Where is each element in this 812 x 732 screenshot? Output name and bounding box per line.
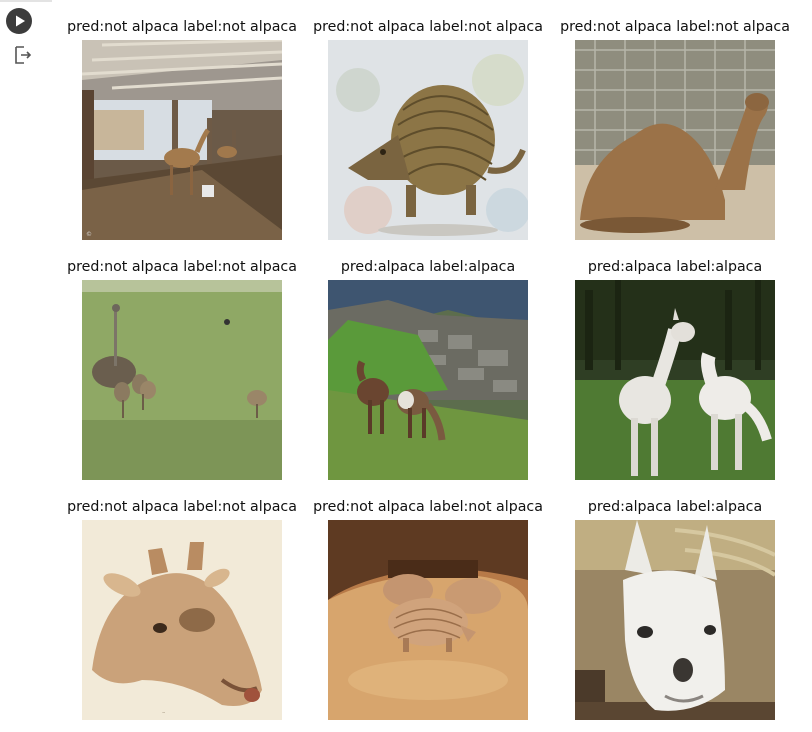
ostriches-image [82, 280, 282, 480]
image-caption: pred:not alpaca label:not alpaca [313, 19, 543, 35]
image-caption: pred:not alpaca label:not alpaca [67, 19, 297, 35]
camel-resting-image [575, 40, 775, 240]
white-alpacas-image [575, 280, 775, 480]
grid-cell: pred:not alpaca label:not alpaca [58, 258, 306, 482]
camel-barn-image: © [82, 40, 282, 240]
grid-cell: pred:not alpaca label:not alpaca [304, 498, 552, 722]
grid-cell: pred:not alpaca label:not alpaca [58, 18, 306, 242]
svg-text:~: ~ [162, 710, 165, 715]
grid-cell: pred:alpaca label:alpaca [304, 258, 552, 482]
grid-cell: pred:alpaca label:alpaca [551, 258, 799, 482]
grid-cell: pred:not alpaca label:not alpaca ~ [58, 498, 306, 722]
run-cell-button[interactable] [6, 8, 32, 34]
machu-picchu-llamas-image [328, 280, 528, 480]
svg-text:©: © [86, 231, 92, 238]
llama-face-image [575, 520, 775, 720]
image-caption: pred:alpaca label:alpaca [587, 259, 763, 275]
armadillos-image [328, 520, 528, 720]
image-caption: pred:alpaca label:alpaca [340, 259, 516, 275]
giraffe-drawing-image: ~ [82, 520, 282, 720]
grid-cell: pred:alpaca label:alpaca [551, 498, 799, 722]
armadillo-figurine-image [328, 40, 528, 240]
image-caption: pred:alpaca label:alpaca [587, 499, 763, 515]
grid-cell: pred:not alpaca label:not alpaca [304, 18, 552, 242]
output-icon[interactable] [12, 44, 34, 66]
cell-top-border [0, 0, 52, 2]
image-caption: pred:not alpaca label:not alpaca [67, 259, 297, 275]
image-caption: pred:not alpaca label:not alpaca [313, 499, 543, 515]
play-icon [16, 15, 25, 27]
image-caption: pred:not alpaca label:not alpaca [67, 499, 297, 515]
grid-cell: pred:not alpaca label:not alpaca [551, 18, 799, 242]
image-caption: pred:not alpaca label:not alpaca [560, 19, 790, 35]
